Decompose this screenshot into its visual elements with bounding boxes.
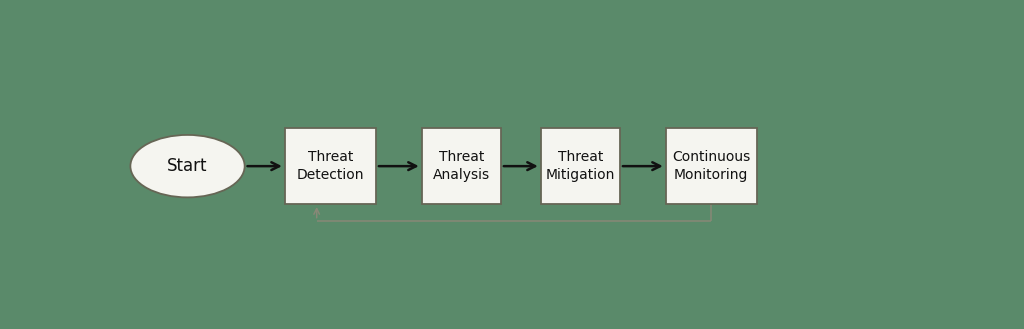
Bar bbox=[285, 128, 376, 204]
Text: Continuous
Monitoring: Continuous Monitoring bbox=[672, 150, 751, 182]
Text: Threat
Mitigation: Threat Mitigation bbox=[546, 150, 615, 182]
Text: Start: Start bbox=[167, 157, 208, 175]
Bar bbox=[422, 128, 501, 204]
Bar bbox=[541, 128, 620, 204]
Bar bbox=[666, 128, 757, 204]
Ellipse shape bbox=[130, 135, 245, 197]
Text: Threat
Detection: Threat Detection bbox=[297, 150, 365, 182]
Text: Threat
Analysis: Threat Analysis bbox=[433, 150, 489, 182]
